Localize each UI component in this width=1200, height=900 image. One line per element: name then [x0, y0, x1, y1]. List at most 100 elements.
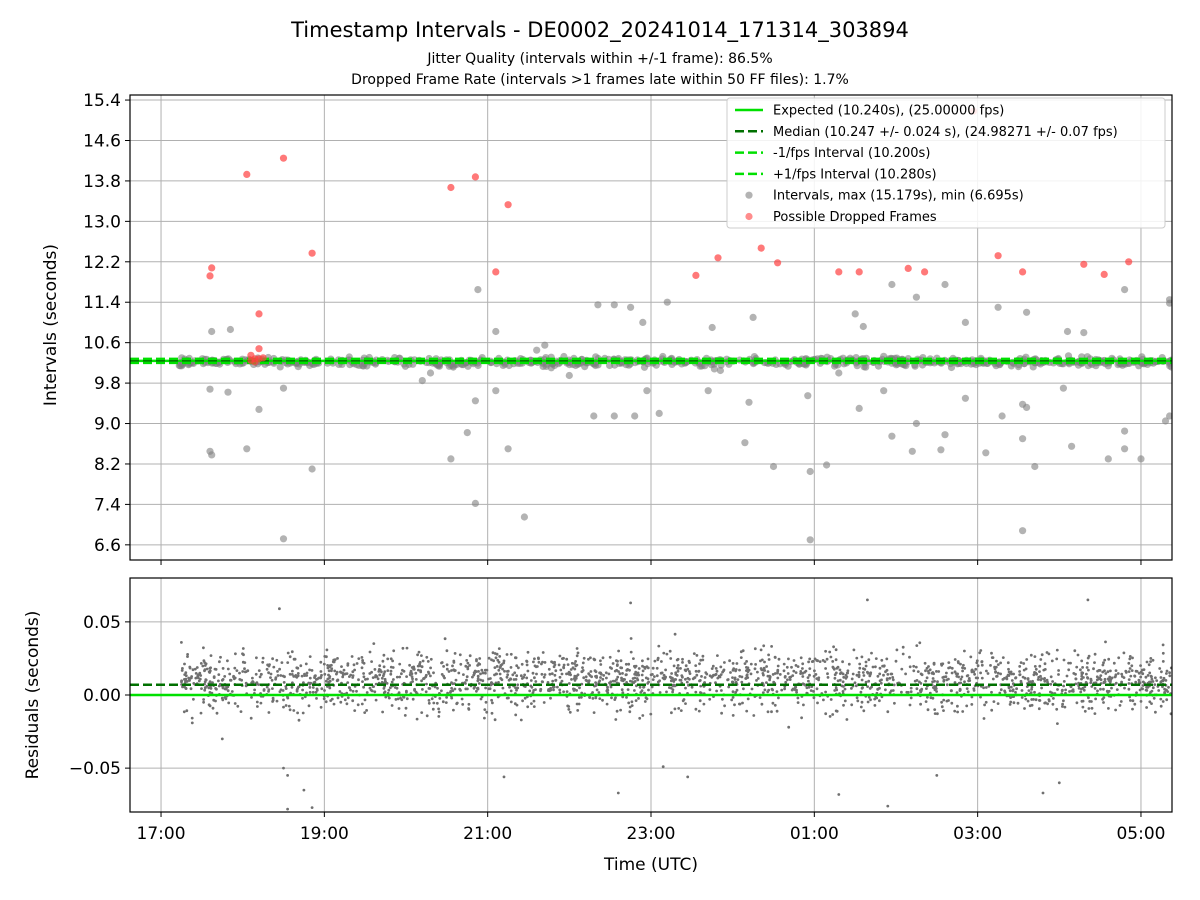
residual-point [740, 680, 744, 684]
residual-point [558, 688, 562, 692]
residual-point [199, 674, 203, 677]
residual-point [993, 667, 997, 671]
interval-point [806, 536, 814, 544]
residual-point [1045, 678, 1049, 682]
legend-swatch-dot [745, 191, 753, 199]
residual-point [697, 670, 700, 673]
residual-point [296, 711, 299, 715]
residual-point [1086, 676, 1090, 680]
residual-point [186, 653, 190, 656]
residual-point [621, 672, 624, 675]
residual-point [509, 677, 513, 681]
residual-point [594, 670, 598, 674]
residual-point [759, 648, 763, 652]
residual-point [346, 696, 350, 700]
residual-point [1119, 700, 1123, 703]
residual-point [351, 676, 355, 679]
residual-point [594, 684, 598, 687]
residual-point [794, 685, 798, 689]
residual-point [919, 702, 922, 706]
residual-point [947, 661, 951, 664]
residual-point [1094, 681, 1098, 685]
residual-point [1089, 677, 1093, 681]
residual-point [519, 718, 523, 722]
residual-point [637, 697, 640, 700]
residual-point [953, 658, 957, 661]
interval-point [806, 467, 814, 476]
residual-point [479, 697, 483, 701]
residual-point [598, 697, 602, 700]
interval-point [888, 280, 896, 289]
interval-point [208, 451, 216, 459]
residual-point [749, 662, 753, 666]
residual-point [855, 656, 859, 660]
interval-point [874, 362, 883, 370]
bottom-axes-frame [129, 577, 1173, 813]
residual-point [565, 690, 569, 693]
residual-point [185, 709, 189, 713]
residual-point [500, 678, 504, 682]
residual-point [633, 680, 637, 683]
residual-point [805, 686, 809, 690]
residual-point [845, 671, 849, 675]
interval-point [1031, 462, 1039, 471]
chart-subtitle-jitter: Jitter Quality (intervals within +/-1 fr… [426, 51, 772, 67]
residual-point [479, 678, 482, 682]
residual-point [1092, 667, 1095, 671]
residual-point [234, 652, 237, 656]
residual-point [1130, 664, 1134, 668]
residual-point [1051, 680, 1054, 683]
residual-point [1083, 685, 1087, 689]
residual-point [595, 688, 599, 692]
residual-point [1135, 691, 1138, 695]
residual-point [328, 686, 332, 690]
residual-point [793, 688, 797, 692]
residual-point [259, 701, 263, 705]
residual-point [828, 650, 832, 654]
residual-point [342, 668, 346, 672]
interval-point [859, 322, 867, 331]
residual-point [209, 666, 213, 670]
residual-point [429, 674, 432, 678]
residual-point [478, 657, 482, 660]
residual-point [562, 665, 565, 669]
residual-point [1043, 677, 1046, 680]
residual-point [296, 674, 300, 678]
dropped-frame-point [243, 170, 251, 178]
residual-point [1075, 665, 1079, 669]
residual-point [1093, 712, 1097, 715]
residual-point [491, 651, 495, 655]
residual-point [533, 657, 536, 661]
residual-point [1073, 649, 1077, 653]
residual-point [419, 670, 423, 674]
residual-point [291, 669, 294, 673]
residual-point [286, 661, 290, 664]
residual-point [1086, 656, 1090, 660]
residual-point [888, 691, 892, 695]
residual-point [605, 702, 609, 706]
residual-point [532, 705, 536, 708]
residual-point [775, 709, 779, 713]
residual-point [265, 667, 269, 671]
residual-point [1041, 791, 1045, 795]
residual-point [745, 660, 748, 663]
residual-point [739, 656, 743, 659]
residual-point [806, 676, 810, 679]
residual-point [1128, 657, 1132, 661]
residual-point [541, 680, 544, 684]
residual-point [1131, 707, 1134, 711]
residual-point [633, 689, 636, 692]
residual-point [674, 678, 678, 681]
residual-point [841, 690, 845, 693]
residual-point [475, 658, 478, 661]
residual-point [396, 697, 400, 701]
residual-point [816, 701, 819, 705]
residual-point [646, 666, 650, 670]
residual-point [994, 670, 997, 674]
residual-point [398, 675, 402, 679]
residual-point [625, 681, 628, 684]
residual-point [194, 676, 198, 680]
interval-point [533, 346, 541, 354]
residual-point [1043, 662, 1047, 666]
residual-point [1024, 697, 1028, 701]
